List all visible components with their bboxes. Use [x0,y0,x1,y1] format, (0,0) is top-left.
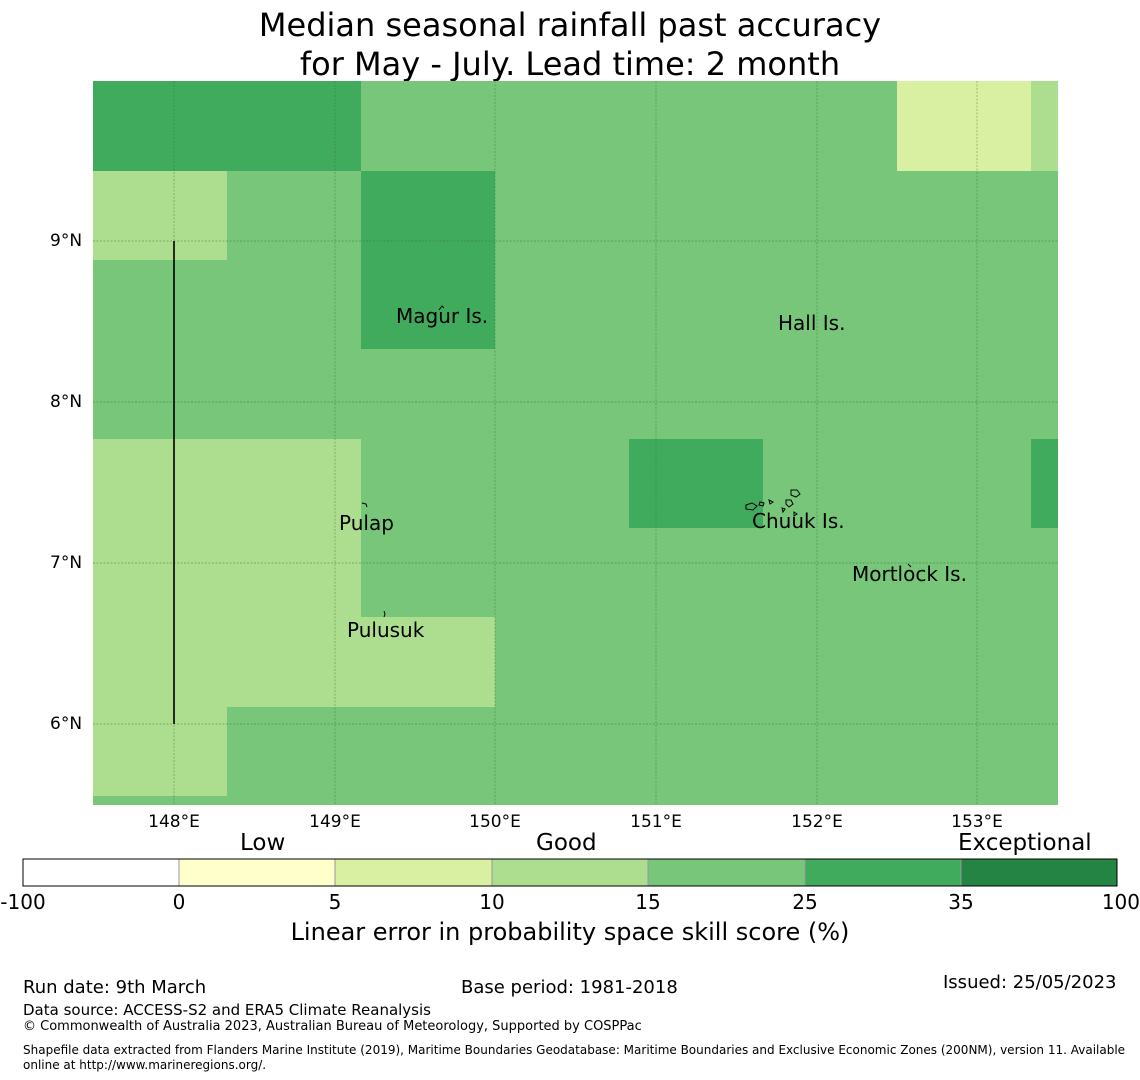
grid-cell [93,439,361,707]
colorbar-category-low: Low [240,830,286,856]
issued-date: Issued: 25/05/2023 [943,972,1117,993]
run-date: Run date: 9th March [23,977,207,998]
colorbar-tick: -100 [0,890,46,914]
lon-label: 149°E [309,812,361,832]
colorbar-tick: 100 [1101,890,1140,914]
colorbar-segment [647,858,806,887]
lon-label: 153°E [951,812,1003,832]
colorbar-segment [22,858,180,887]
place-label-pulap: Pulap [339,511,394,535]
colorbar-segment [178,858,336,887]
colorbar-tick: 25 [792,890,818,914]
lon-label: 150°E [469,812,521,832]
place-label-hall: Hall Is. [778,311,846,335]
colorbar-segment [334,858,493,887]
colorbar-tick: 15 [635,890,661,914]
grid-cell [629,439,763,528]
grid-cell [1031,439,1058,528]
pulap-island-outline [361,502,368,508]
grid-cell [93,707,227,796]
mortlock-island-outline [907,563,912,568]
place-label-pulusuk: Pulusuk [347,618,425,642]
colorbar-tick: 0 [172,890,186,914]
colorbar [22,858,1118,887]
copyright-notice: © Commonwealth of Australia 2023, Austra… [23,1019,642,1034]
grid-cell [93,171,227,260]
place-label-mortlock: Mortlock Is. [852,562,967,586]
shapefile-credit-line1: Shapefile data extracted from Flanders M… [23,1043,1126,1057]
island-outlines [361,305,912,618]
colorbar-category-exceptional: Exceptional [958,830,1092,856]
pulusuk-island-outline [383,610,386,618]
colorbar-tick: 35 [948,890,974,914]
colorbar-category-good: Good [536,830,597,856]
shapefile-credit-line2: online at http://www.marineregions.org/. [23,1058,267,1072]
chuuk-lagoon-outline [745,489,801,517]
colorbar-frame [22,858,1118,887]
colorbar-tick: 5 [328,890,342,914]
data-source: Data source: ACCESS-S2 and ERA5 Climate … [23,1001,431,1019]
magur-island-outline [438,305,445,311]
lat-label: 7°N [50,553,83,573]
grid-cell [897,81,1031,171]
lon-label: 148°E [148,812,200,832]
colorbar-tick: 10 [479,890,505,914]
place-label-magur: Magur Is. [396,304,489,328]
place-label-chuuk: Chuuk Is. [752,509,845,533]
chart-title-line2: for May - July. Lead time: 2 month [299,45,841,83]
base-period: Base period: 1981-2018 [461,977,678,998]
grid-cell [1031,81,1058,171]
grid-cell [361,171,495,349]
lat-label: 8°N [50,392,83,412]
lat-label: 6°N [50,714,83,734]
lon-label: 151°E [630,812,682,832]
colorbar-segment [491,858,649,887]
skill-grid [93,81,1058,805]
colorbar-segment [804,858,962,887]
grid-cell [93,81,361,171]
lon-label: 152°E [791,812,843,832]
chart-title-line1: Median seasonal rainfall past accuracy [258,6,882,44]
colorbar-label: Linear error in probability space skill … [290,918,850,946]
grid-cell [361,617,495,707]
lat-label: 9°N [50,231,83,251]
colorbar-segment [960,858,1118,887]
